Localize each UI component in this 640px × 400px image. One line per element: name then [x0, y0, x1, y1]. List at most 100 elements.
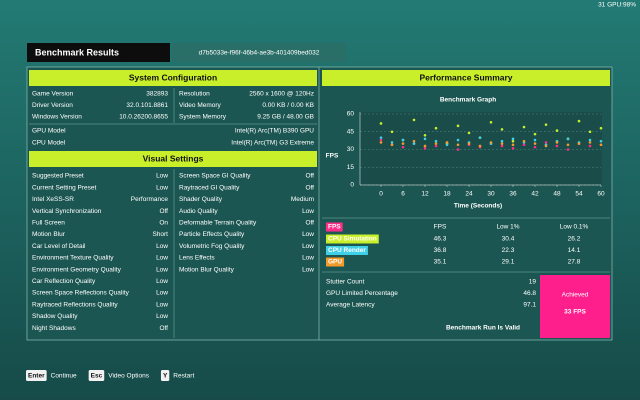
y-tick-label: 0	[350, 182, 354, 189]
setting-value: Low	[156, 313, 168, 320]
data-point	[456, 124, 460, 128]
data-point	[467, 131, 471, 135]
key-cap[interactable]	[88, 370, 105, 381]
data-point	[434, 142, 438, 145]
main-panel	[26, 66, 613, 341]
data-point	[588, 138, 592, 142]
y-tick-label: 60	[347, 111, 355, 118]
key-label: Y	[163, 373, 168, 380]
setting-value: 2560 x 1600 @ 120Hz	[249, 91, 314, 98]
table-cell: 46.3	[434, 236, 447, 243]
setting-value: Low	[156, 173, 168, 180]
data-point	[379, 136, 383, 139]
button-label[interactable]: Restart	[173, 373, 194, 380]
table-cell: 22.3	[502, 247, 515, 254]
data-point	[401, 138, 405, 142]
setting-value: Low	[302, 208, 314, 215]
table-cell: 14.1	[568, 247, 581, 254]
setting-label: Suggested Preset	[32, 173, 84, 180]
data-point	[423, 147, 427, 150]
x-tick-label: 24	[465, 191, 473, 198]
setting-label: Deformable Terrain Quality	[179, 220, 257, 227]
data-point	[555, 141, 559, 144]
setting-label: System Memory	[179, 114, 227, 121]
setting-label: Raytraced GI Quality	[179, 184, 240, 191]
table-cell: 30.4	[502, 236, 515, 243]
setting-label: Car Level of Detail	[32, 243, 86, 250]
key-cap[interactable]	[26, 370, 47, 381]
setting-value: Low	[156, 266, 168, 273]
table-cell: 35.1	[434, 259, 447, 266]
data-point	[390, 141, 394, 144]
setting-value: Medium	[291, 196, 314, 203]
x-axis-label: Time (Seconds)	[454, 203, 502, 210]
section-title: Visual Settings	[143, 153, 204, 163]
setting-label: Screen Space Reflections Quality	[32, 290, 130, 297]
setting-label: Resolution	[179, 91, 210, 98]
x-tick-label: 42	[531, 191, 539, 198]
data-point	[500, 144, 504, 148]
data-point	[566, 148, 570, 151]
setting-value: Intel(R) Arc(TM) B390 GPU	[235, 128, 314, 135]
table-cell: 36.8	[434, 247, 447, 254]
key-label: Esc	[91, 373, 103, 380]
data-point	[533, 145, 537, 149]
data-point	[577, 119, 581, 123]
setting-value: 382893	[146, 91, 168, 98]
status: 31 GPU:98%	[598, 2, 636, 9]
setting-value: 32.0.101.8861	[126, 102, 168, 109]
data-point	[555, 129, 559, 132]
setting-label: Game Version	[32, 91, 74, 98]
setting-value: Low	[156, 243, 168, 250]
data-point	[511, 139, 515, 143]
setting-value: Low	[156, 278, 168, 285]
stat-label: GPU Limited Percentage	[326, 290, 398, 297]
data-point	[445, 141, 449, 144]
data-point	[599, 139, 603, 143]
section-title: Performance Summary	[419, 72, 512, 82]
setting-value: Intel(R) Arc(TM) G3 Extreme	[231, 140, 314, 147]
stat-label: Stutter Count	[326, 279, 364, 286]
data-point	[599, 143, 603, 147]
data-point	[379, 122, 383, 125]
setting-label: Particle Effects Quality	[179, 231, 245, 238]
table-cell: 27.8	[568, 259, 581, 266]
data-point	[390, 143, 394, 147]
button-label[interactable]: Continue	[51, 373, 77, 380]
data-point	[588, 144, 592, 148]
data-point	[379, 141, 383, 144]
stat-value: 97.1	[523, 302, 536, 309]
setting-label: Volumetric Fog Quality	[179, 243, 245, 250]
button-label[interactable]: Video Options	[108, 373, 149, 380]
plot-area	[360, 112, 602, 186]
setting-label: Audio Quality	[179, 208, 218, 215]
data-point	[544, 144, 548, 148]
stat-label: Average Latency	[326, 302, 375, 309]
setting-label: Night Shadows	[32, 325, 76, 332]
data-point	[423, 144, 427, 148]
y-axis-label: FPS	[326, 153, 339, 160]
data-point	[511, 143, 515, 147]
setting-value: Low	[156, 184, 168, 191]
column-header: FPS	[434, 224, 447, 231]
stat-value: 19	[529, 279, 537, 286]
x-tick-label: 30	[487, 191, 495, 198]
data-point	[588, 130, 592, 134]
data-point	[456, 143, 460, 147]
data-point	[533, 142, 537, 145]
data-point	[500, 128, 504, 131]
achieved-label: Achieved	[562, 292, 589, 299]
data-point	[522, 139, 526, 143]
run-id: d7b5033e-f96f-46b4-ae3b-401409bed032	[199, 50, 320, 57]
data-point	[577, 142, 581, 145]
key-cap[interactable]	[160, 370, 170, 381]
data-point	[511, 137, 515, 141]
setting-label: Current Setting Preset	[32, 184, 97, 191]
setting-label: Vertical Synchronization	[32, 208, 102, 215]
section-header	[322, 70, 610, 86]
legend-label: GPU	[328, 259, 342, 266]
data-point	[588, 141, 592, 144]
setting-value: Low	[302, 243, 314, 250]
data-point	[599, 126, 603, 130]
